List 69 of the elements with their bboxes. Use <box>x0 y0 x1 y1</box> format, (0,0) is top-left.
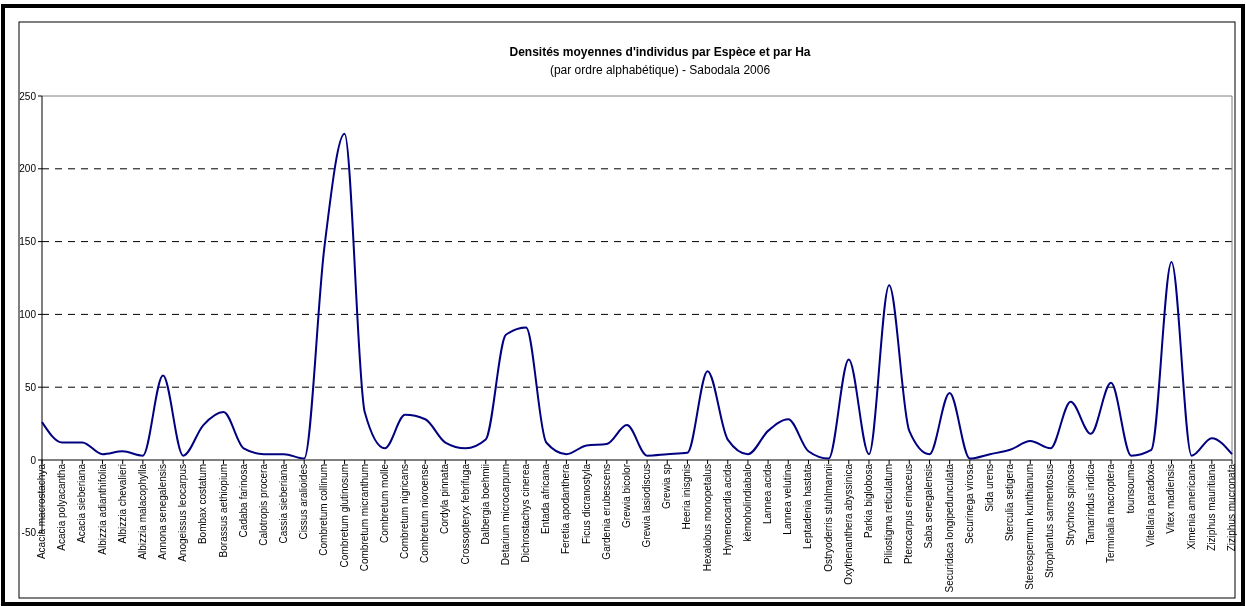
x-tick-label: Vitellaria paradoxa <box>1145 463 1157 547</box>
x-tick-label: Securinega virosa <box>963 463 975 545</box>
x-tick-label: tounsouma <box>1125 463 1137 514</box>
x-tick-label: Borassus aethiopium <box>217 464 229 558</box>
x-tick-label: Cissus aralioides <box>298 464 310 540</box>
x-tick-label: Tamarindus indica <box>1084 463 1096 545</box>
x-tick-label: Calotropis procera <box>257 463 269 546</box>
x-tick-label: Lannea acida <box>762 463 774 525</box>
x-tick-label: Sida urens <box>983 464 995 512</box>
x-tick-label: Crossopteryx febrifuga <box>459 463 471 565</box>
x-tick-label: Pterocarpus erinaceus <box>903 464 915 565</box>
x-tick-label: Parkia biglobosa <box>862 463 874 538</box>
x-tick-label: Detarium microcarpum <box>499 464 511 566</box>
x-tick-label: Vitex madiensis <box>1165 464 1177 534</box>
x-tick-label: Combretum micranthum <box>358 464 370 572</box>
y-tick-label: 250 <box>19 90 37 102</box>
x-tick-label: Combretum molle <box>378 463 390 543</box>
x-tick-label: Oxythenanthera abyssinica <box>842 463 854 585</box>
y-tick-label: 200 <box>19 163 37 175</box>
x-tick-label: Heeria inisgnis <box>681 464 693 530</box>
x-tick-label: Piliostigma reticulatum <box>883 464 895 565</box>
x-tick-label: Combretum glutinosum <box>338 464 350 568</box>
x-tick-label: Cordyla pinnata <box>439 463 451 535</box>
x-tick-label: Terminalia macroptera <box>1104 463 1116 563</box>
y-tick-label: 0 <box>30 454 37 466</box>
x-tick-label: Saba senegalensis <box>923 464 935 549</box>
x-tick-label: Cadaba farinosa <box>237 463 249 538</box>
x-tick-label: Stereospermum kunthianum <box>1024 464 1036 590</box>
x-tick-label: Ximenia americana <box>1185 463 1197 550</box>
x-tick-label: Acacia polyacantha <box>56 463 68 551</box>
x-tick-label: Grewia bicolor <box>620 463 632 528</box>
x-tick-label: Gardenia erubescens <box>600 464 612 560</box>
x-tick-label: Acacia sieberiana <box>76 463 88 543</box>
x-tick-label: Combretum collinum <box>318 464 330 556</box>
x-tick-label: Dichrostachys cinerea <box>520 463 532 563</box>
x-tick-label: Lannea velutina <box>782 463 794 535</box>
x-tick-label: Ficus dicranostyla <box>580 463 592 545</box>
y-tick-label: 100 <box>19 308 37 320</box>
x-tick-label: Bombax costatum <box>197 464 209 545</box>
y-tick-label: 50 <box>24 381 37 393</box>
x-tick-label: kèmoholindiabalo <box>741 463 753 542</box>
y-tick-label: -50 <box>21 527 37 539</box>
x-tick-label: Ziziphus mucronata <box>1226 463 1237 552</box>
x-tick-label: Albizzia malacophylla <box>136 463 148 560</box>
x-tick-label: Anogeissus leocarpus <box>177 464 189 562</box>
chart-title: Densités moyennes d'individus par Espèce et par Ha <box>509 45 811 59</box>
x-tick-label: Hymenocardia acida <box>721 463 733 556</box>
x-tick-label: Cassia sieberiana <box>278 463 290 544</box>
x-tick-label: Strychnos spinosa <box>1064 463 1076 546</box>
x-tick-label: Ziziphus mauritiana <box>1205 463 1217 551</box>
y-tick-label: 150 <box>19 236 37 248</box>
x-tick-label: Entada africana <box>540 463 552 535</box>
x-tick-label: Sterculia setigera <box>1004 463 1016 542</box>
x-tick-label: Albizzia chevalieri <box>116 464 128 544</box>
x-tick-label: Securidaca longipedunculata <box>943 463 955 593</box>
x-tick-label: Feretia apodanthera <box>560 463 572 555</box>
x-tick-label: Grewia lasiodiscus <box>641 464 653 548</box>
x-tick-label: Combretum nioroense <box>419 463 431 563</box>
chart-subtitle: (par ordre alphabétique) - Sabodala 2006 <box>549 63 771 77</box>
x-tick-label: Hexalobus monopetalus <box>701 464 713 572</box>
x-tick-label: Combretum nigricans <box>399 464 411 560</box>
x-tick-label: Dalbergia boehmii <box>479 464 491 545</box>
x-tick-label: Strophantus sarmentosus <box>1044 464 1056 578</box>
x-tick-label: Ostryoderris stuhlmannii <box>822 464 834 572</box>
x-tick-label: Annona senegalensis <box>157 464 169 560</box>
x-tick-label: Albizzia adianthifolia <box>96 463 108 555</box>
x-tick-label: Grewia sp <box>661 463 673 510</box>
x-tick-label: Acacia macrostachya <box>36 463 47 560</box>
x-tick-label: Leptadenia hastata <box>802 463 814 550</box>
